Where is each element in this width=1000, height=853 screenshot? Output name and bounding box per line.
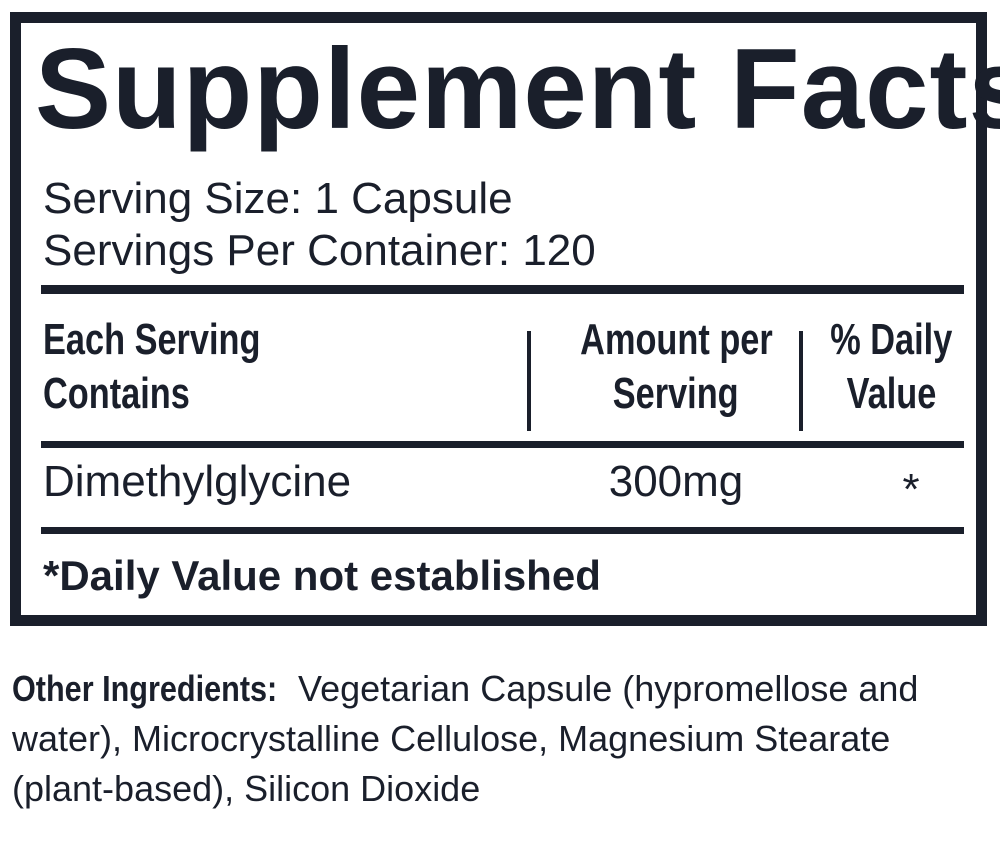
ingredient-amount: 300mg [608, 457, 744, 506]
servings-per-container: Servings Per Container: 120 [43, 226, 596, 275]
header-amount: Amount per Serving [579, 315, 773, 418]
supplement-facts-panel: Supplement Facts Serving Size: 1 Capsule… [10, 12, 1000, 626]
footnote: *Daily Value not established [43, 552, 601, 599]
header-daily-value: % Daily Value [829, 315, 953, 418]
column-divider [527, 331, 531, 431]
ingredient-name: Dimethylglycine [43, 457, 352, 506]
divider [41, 527, 964, 534]
other-ingredients-text: Vegetarian Capsule (hypromellose and wat… [12, 668, 919, 809]
ingredient-daily-value: * [902, 465, 920, 514]
divider-thick [41, 285, 964, 294]
other-ingredients-label: Other Ingredients: [12, 668, 278, 709]
header-ingredient: Each Serving Contains [43, 315, 261, 418]
divider [41, 441, 964, 448]
other-ingredients: Other Ingredients: Vegetarian Capsule (h… [12, 664, 992, 814]
panel-title: Supplement Facts [35, 26, 1000, 153]
serving-size: Serving Size: 1 Capsule [43, 174, 513, 223]
column-divider [799, 331, 803, 431]
